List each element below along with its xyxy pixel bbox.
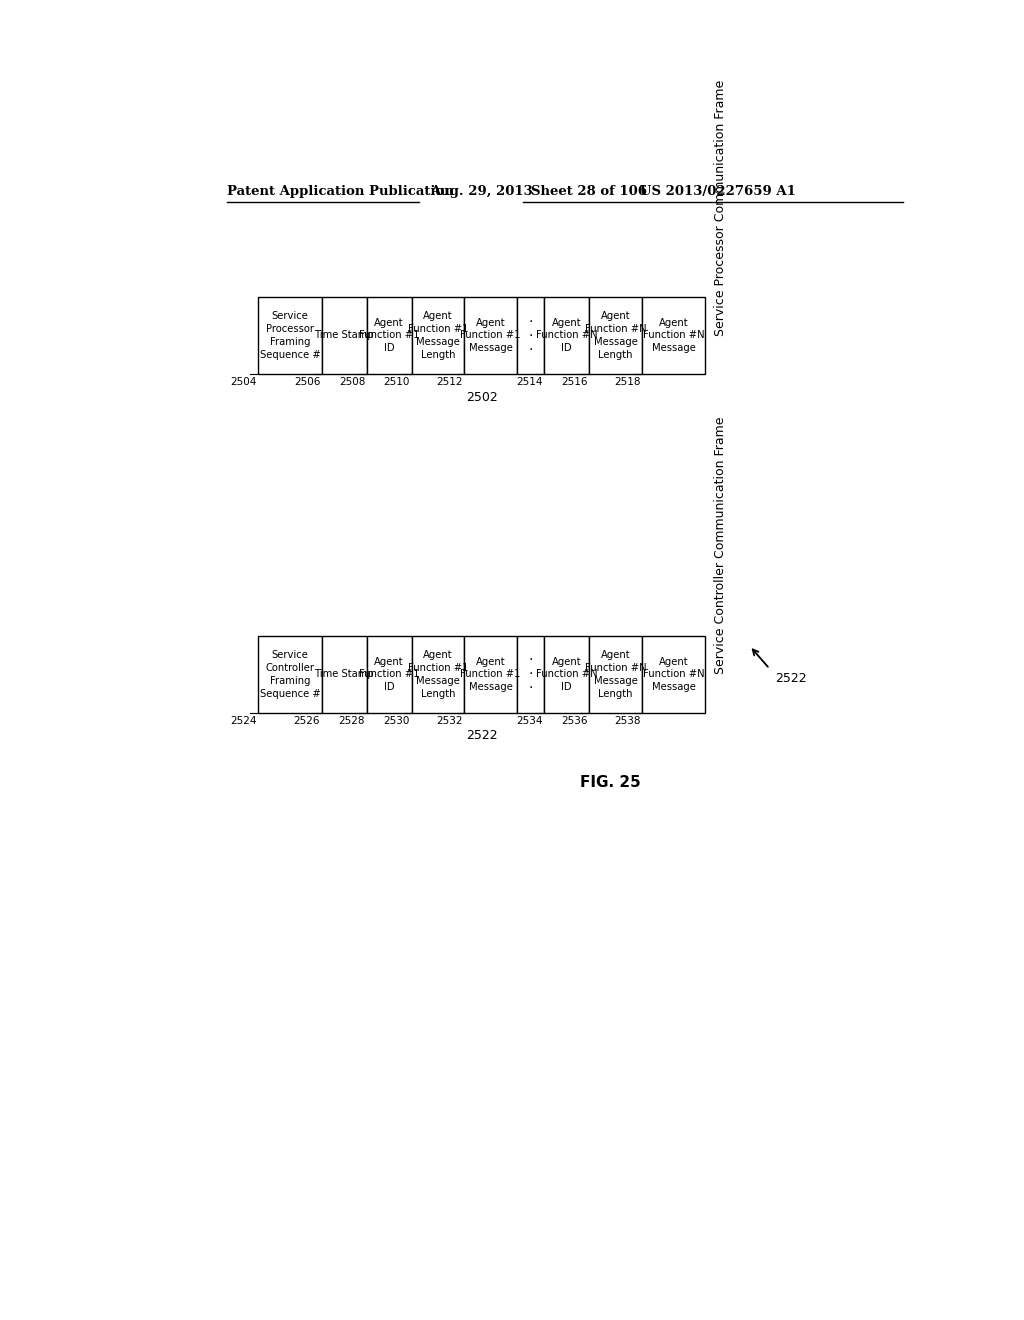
- Text: Agent
Function #1
Message: Agent Function #1 Message: [461, 656, 521, 692]
- Text: Sheet 28 of 106: Sheet 28 of 106: [531, 185, 647, 198]
- Bar: [367, 297, 412, 374]
- Text: Time Stamp: Time Stamp: [314, 330, 374, 341]
- Text: 2536: 2536: [561, 715, 588, 726]
- Text: ·
·
·: · · ·: [528, 314, 532, 356]
- Text: Agent
Function #1
ID: Agent Function #1 ID: [359, 318, 420, 354]
- Text: 2514: 2514: [516, 378, 543, 387]
- Bar: [464, 297, 517, 374]
- Bar: [517, 297, 544, 374]
- Bar: [544, 636, 589, 713]
- Text: Agent
Function #N
Message: Agent Function #N Message: [643, 656, 705, 692]
- Bar: [589, 297, 642, 374]
- Text: 2528: 2528: [339, 715, 366, 726]
- Text: Service
Controller
Framing
Sequence #: Service Controller Framing Sequence #: [260, 651, 321, 698]
- Text: 2530: 2530: [384, 715, 410, 726]
- Bar: [412, 636, 464, 713]
- Text: Agent
Function #N
Message: Agent Function #N Message: [643, 318, 705, 354]
- Text: 2534: 2534: [516, 715, 543, 726]
- Text: 2510: 2510: [384, 378, 410, 387]
- Bar: [322, 636, 367, 713]
- Text: 2532: 2532: [436, 715, 463, 726]
- Text: Aug. 29, 2013: Aug. 29, 2013: [430, 185, 534, 198]
- Bar: [258, 636, 322, 713]
- Bar: [258, 297, 322, 374]
- Text: Time Stamp: Time Stamp: [314, 669, 374, 680]
- Text: Agent
Function #N
ID: Agent Function #N ID: [536, 318, 597, 354]
- Text: Agent
Function #N
Message
Length: Agent Function #N Message Length: [585, 312, 646, 360]
- Text: 2522: 2522: [466, 730, 498, 742]
- Bar: [464, 636, 517, 713]
- Text: 2516: 2516: [561, 378, 588, 387]
- Bar: [412, 297, 464, 374]
- Text: FIG. 25: FIG. 25: [581, 775, 641, 789]
- Text: Patent Application Publication: Patent Application Publication: [227, 185, 454, 198]
- Text: Agent
Function #N
Message
Length: Agent Function #N Message Length: [585, 651, 646, 698]
- Text: ·
·
·: · · ·: [528, 653, 532, 696]
- Bar: [367, 636, 412, 713]
- Text: 2506: 2506: [294, 378, 321, 387]
- Bar: [544, 297, 589, 374]
- Text: Service Processor Communication Frame: Service Processor Communication Frame: [715, 79, 727, 335]
- Bar: [589, 636, 642, 713]
- Text: Agent
Function #N
ID: Agent Function #N ID: [536, 656, 597, 692]
- Text: 2538: 2538: [613, 715, 640, 726]
- Bar: [517, 636, 544, 713]
- Bar: [322, 297, 367, 374]
- Text: 2512: 2512: [436, 378, 463, 387]
- Text: 2518: 2518: [613, 378, 640, 387]
- Text: 2524: 2524: [230, 715, 257, 726]
- Text: Agent
Function #1
Message
Length: Agent Function #1 Message Length: [408, 651, 468, 698]
- Text: 2502: 2502: [466, 391, 498, 404]
- Text: 2522: 2522: [775, 672, 807, 685]
- Text: Service Controller Communication Frame: Service Controller Communication Frame: [715, 417, 727, 675]
- Text: Agent
Function #1
ID: Agent Function #1 ID: [359, 656, 420, 692]
- Text: Agent
Function #1
Message
Length: Agent Function #1 Message Length: [408, 312, 468, 360]
- Text: 2526: 2526: [294, 715, 321, 726]
- Text: 2504: 2504: [230, 378, 257, 387]
- Bar: [642, 636, 706, 713]
- Text: Agent
Function #1
Message: Agent Function #1 Message: [461, 318, 521, 354]
- Text: Service
Processor
Framing
Sequence #: Service Processor Framing Sequence #: [260, 312, 321, 360]
- Text: 2508: 2508: [339, 378, 366, 387]
- Text: US 2013/0227659 A1: US 2013/0227659 A1: [640, 185, 796, 198]
- Bar: [642, 297, 706, 374]
